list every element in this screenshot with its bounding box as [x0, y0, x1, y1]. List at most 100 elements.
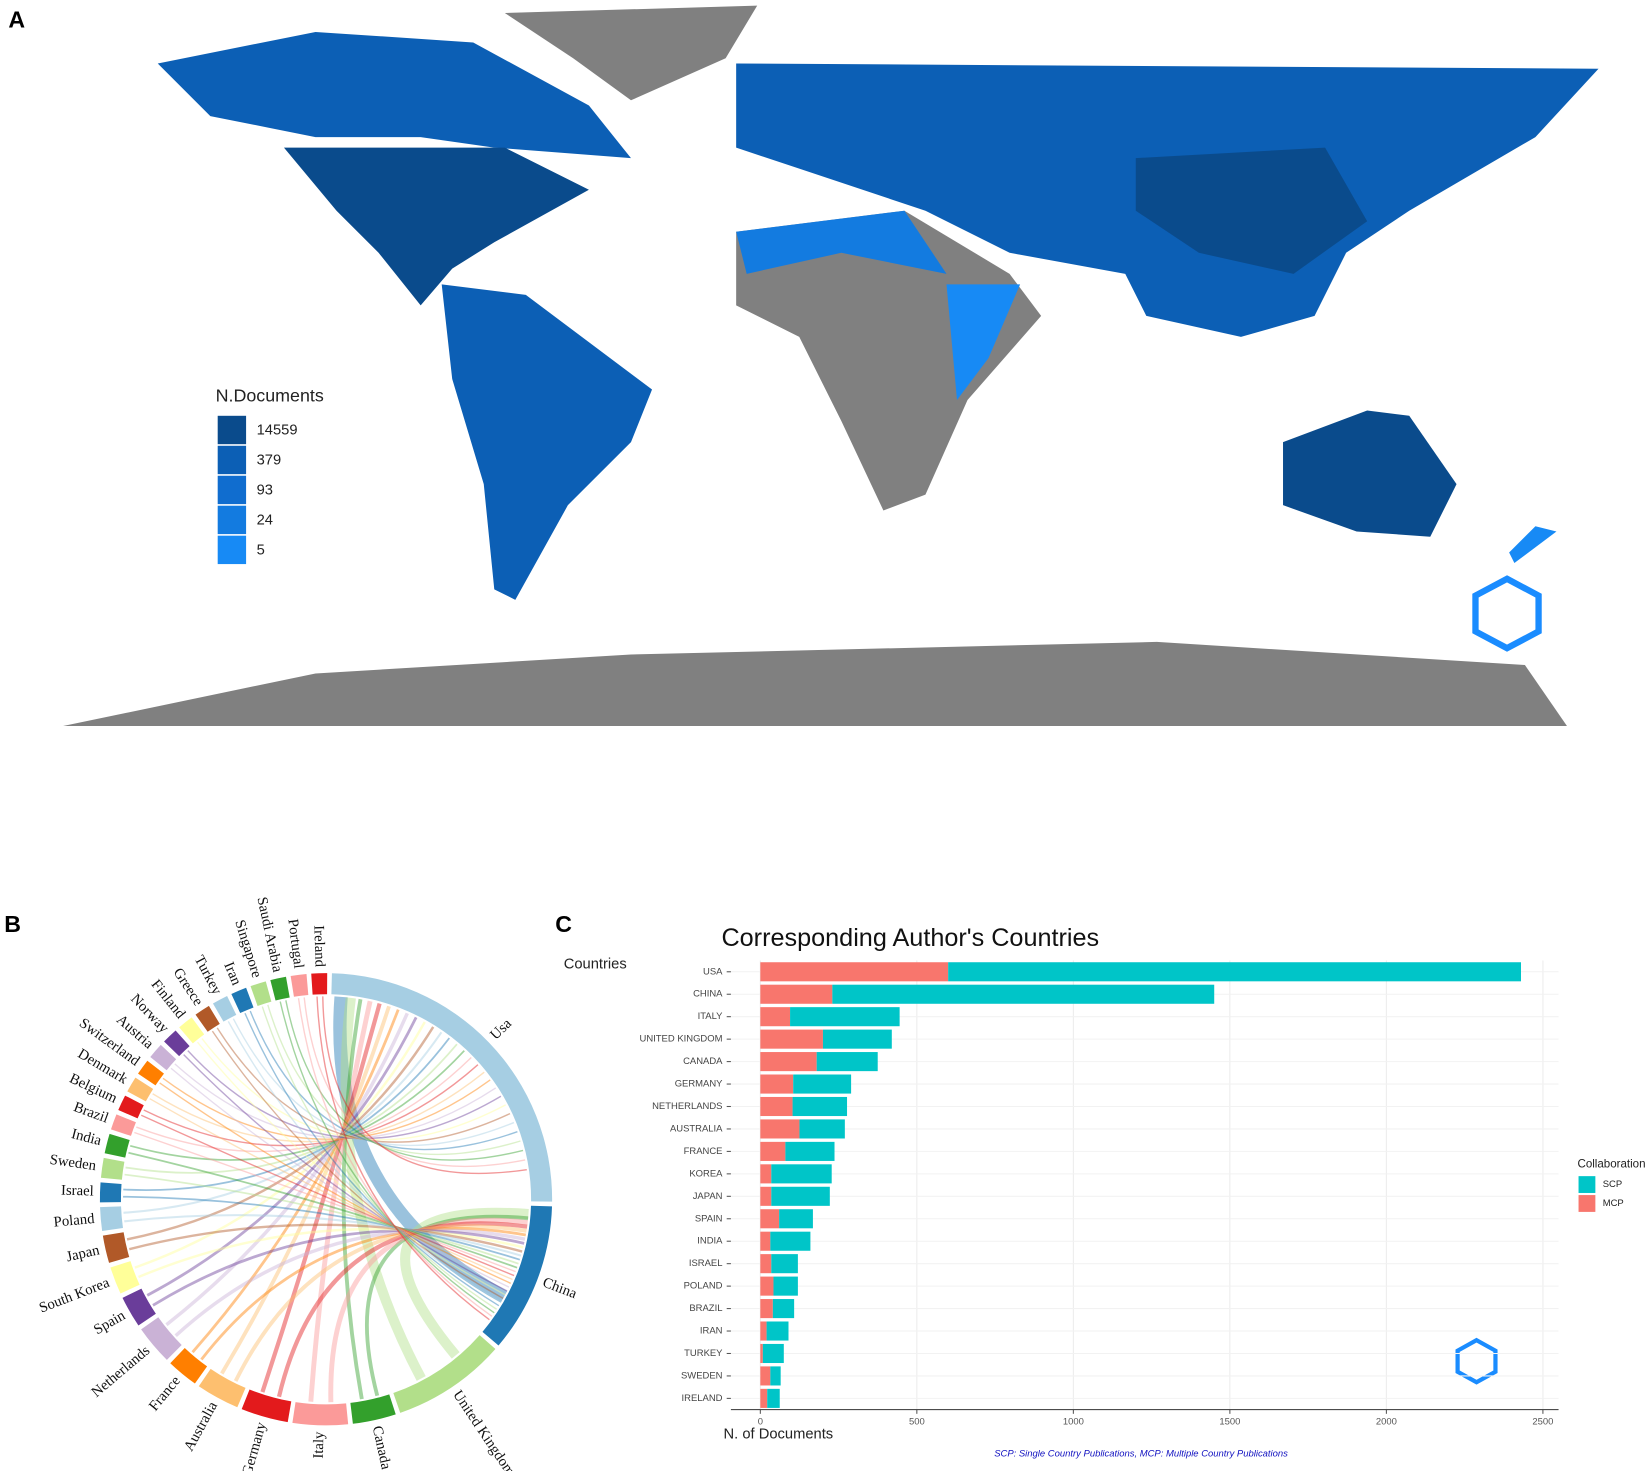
asia — [1135, 147, 1368, 274]
legend-label: 93 — [257, 482, 273, 498]
logo — [1472, 575, 1542, 652]
chord-label: Portugal — [284, 918, 306, 969]
chord-sector — [118, 1095, 144, 1119]
chord-label: India — [70, 1126, 104, 1149]
panel-letter: C — [555, 911, 572, 937]
x-tick-label: 0 — [758, 1417, 763, 1428]
chord-link — [340, 997, 426, 1381]
y-tick-label: JAPAN — [693, 1191, 723, 1202]
bar-chart: 0 500 1000 1500 2000 2500 USA CHINA ITALY UNITED … — [640, 960, 1624, 1428]
y-tick-label: KOREA — [689, 1168, 723, 1179]
australia — [1283, 410, 1457, 537]
y-axis-title: Countries — [564, 957, 627, 973]
bar — [760, 984, 833, 1004]
legend-title: N.Documents — [216, 386, 324, 406]
chord-link — [227, 1021, 502, 1303]
legend-label: 14559 — [257, 422, 298, 438]
chord-link — [322, 996, 527, 1175]
chord-link — [134, 1131, 516, 1273]
chord-sector — [122, 1288, 156, 1326]
chord-label: Spain — [91, 1307, 129, 1338]
chord-sector — [99, 1182, 122, 1203]
chord-link — [201, 1038, 506, 1141]
chord-label: Germany — [239, 1420, 270, 1471]
chord-sector — [241, 1389, 292, 1423]
bar — [793, 1074, 852, 1094]
chord-sector — [270, 976, 290, 1001]
bar — [760, 1007, 791, 1027]
chord-link — [261, 1006, 497, 1310]
legend-swatch — [217, 445, 247, 475]
bar — [771, 1164, 832, 1184]
chord-link — [285, 1000, 524, 1161]
chord-link — [200, 1227, 527, 1361]
chord-label: Canada — [369, 1424, 394, 1471]
chord-link — [128, 1151, 518, 1269]
chord-link — [333, 996, 508, 1303]
chord-link — [124, 1173, 519, 1265]
chord-sector — [290, 974, 309, 997]
bar — [770, 1366, 781, 1386]
north-america — [283, 147, 589, 306]
y-tick-label: USA — [703, 966, 723, 977]
chord-sector — [331, 973, 553, 1202]
y-tick-label: CHINA — [693, 989, 723, 1000]
chord-link — [152, 1229, 525, 1307]
bar — [766, 1321, 789, 1341]
bar — [770, 1231, 811, 1251]
chord-link — [232, 1018, 515, 1147]
bar — [785, 1141, 835, 1161]
chord-sector — [393, 1335, 496, 1413]
bar — [822, 1029, 892, 1049]
legend-title: Collaboration — [1577, 1159, 1645, 1171]
chord-sector — [482, 1205, 553, 1346]
bar — [760, 1209, 780, 1229]
chord-sector — [350, 1394, 396, 1424]
chord-link — [276, 1221, 528, 1398]
chord-link — [162, 1077, 491, 1140]
chord-label: Brazil — [71, 1099, 110, 1126]
chord-link — [124, 1214, 522, 1257]
greenland — [504, 5, 758, 101]
chord-label: Israel — [61, 1183, 94, 1200]
caption: SCP: Single Country Publications, MCP: M… — [994, 1448, 1288, 1459]
chord-link — [126, 1026, 435, 1241]
chord-link — [303, 997, 526, 1168]
bar — [760, 1321, 767, 1341]
chord-label: Australia — [181, 1399, 221, 1454]
y-tick-label: ISRAEL — [689, 1258, 723, 1269]
chord-label: Japan — [65, 1242, 102, 1265]
bar — [767, 1388, 780, 1408]
panel-letter: A — [8, 7, 25, 33]
chord-link — [123, 1037, 451, 1191]
north-america — [157, 31, 631, 159]
bar — [948, 962, 1521, 982]
bar — [760, 962, 949, 982]
bar — [760, 1029, 823, 1049]
chord-link — [149, 1098, 513, 1281]
bar — [773, 1276, 798, 1296]
chord-link — [216, 1027, 511, 1143]
chord-link — [297, 998, 493, 1317]
chord-label: Iran — [220, 960, 244, 989]
chord-link — [260, 1002, 382, 1393]
bar — [772, 1299, 795, 1319]
chord-sector — [150, 1044, 177, 1071]
new-zealand — [1509, 526, 1557, 564]
x-tick-label: 500 — [909, 1417, 925, 1428]
africa-north — [736, 210, 947, 274]
chord-link — [211, 1030, 504, 1300]
chord-label: Ireland — [310, 925, 327, 968]
chord-link — [136, 1057, 472, 1153]
chord-link — [220, 1005, 391, 1375]
y-tick-label: FRANCE — [684, 1146, 723, 1157]
chord-link — [267, 1004, 521, 1156]
x-tick-label: 1500 — [1219, 1417, 1240, 1428]
chord-link — [159, 1082, 512, 1284]
y-tick-label: SWEDEN — [681, 1370, 723, 1381]
chord-link — [279, 1001, 495, 1314]
chord-link — [308, 1000, 373, 1402]
chord-label: South Korea — [37, 1275, 112, 1317]
chord-label: Netherlands — [89, 1343, 154, 1401]
chord-link — [143, 1064, 479, 1147]
